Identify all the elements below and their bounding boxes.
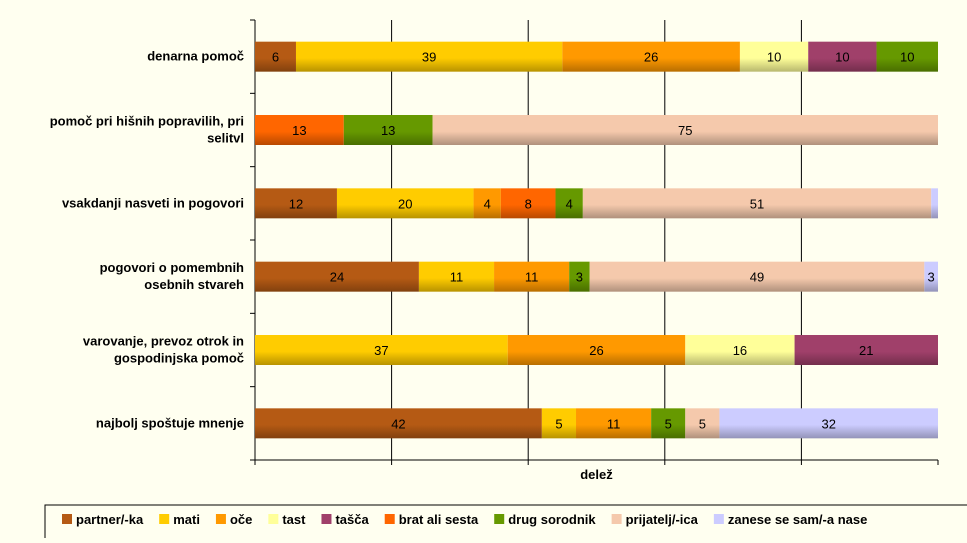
bar-segment xyxy=(576,408,652,439)
data-label: 32 xyxy=(821,416,835,431)
legend-label: zanese se sam/-a nase xyxy=(728,512,867,527)
legend-label: partner/-ka xyxy=(76,512,144,527)
bar-segment xyxy=(582,188,932,219)
bar-segment xyxy=(507,335,686,365)
data-label: 4 xyxy=(566,196,573,211)
bar-segment xyxy=(255,261,419,292)
bar-segment xyxy=(541,408,577,439)
legend-swatch xyxy=(159,514,170,524)
data-label: 39 xyxy=(422,50,436,65)
bar-segment xyxy=(589,261,925,292)
legend-swatch xyxy=(215,514,226,524)
legend-swatch xyxy=(321,514,332,524)
plot-area xyxy=(255,20,938,460)
data-label: 5 xyxy=(699,416,706,431)
data-label: 11 xyxy=(525,270,539,285)
category-label: gospodinjska pomoč xyxy=(114,351,244,366)
bar-segment xyxy=(808,41,877,72)
data-label: 42 xyxy=(391,416,405,431)
legend-swatch xyxy=(384,514,395,524)
data-label: 10 xyxy=(767,50,781,65)
bar-segment xyxy=(876,41,938,72)
legend-label: tašča xyxy=(335,512,369,527)
category-label: najbolj spoštuje mnenje xyxy=(96,415,244,430)
bar-segment xyxy=(651,408,686,439)
data-label: 11 xyxy=(607,416,621,431)
bar-segment xyxy=(685,408,720,439)
data-label: 21 xyxy=(859,343,873,358)
data-label: 75 xyxy=(678,123,692,138)
legend-swatch xyxy=(494,514,505,524)
bar-segment xyxy=(343,115,433,145)
category-label: varovanje, prevoz otrok in xyxy=(83,334,244,349)
bar-segment xyxy=(555,188,583,219)
bar-segment xyxy=(562,41,740,72)
bar-segment xyxy=(295,41,563,72)
bar-segment xyxy=(336,188,474,219)
category-label: selitvl xyxy=(207,131,244,146)
category-label: pogovori o pomembnih xyxy=(100,260,244,275)
data-label: 16 xyxy=(733,343,747,358)
data-label: 20 xyxy=(398,196,412,211)
legend-swatch xyxy=(268,514,279,524)
data-label: 10 xyxy=(900,50,914,65)
bar-segment xyxy=(255,115,344,145)
category-label: denarna pomoč xyxy=(147,49,244,64)
bar-segment xyxy=(500,188,556,219)
x-axis-title: delež xyxy=(580,467,613,482)
legend-box xyxy=(44,504,967,543)
bar-segment xyxy=(719,408,938,439)
bar-segment xyxy=(494,261,570,292)
data-label: 3 xyxy=(576,270,583,285)
legend-label: oče xyxy=(230,512,252,527)
bar-segment xyxy=(924,261,938,292)
data-label: 49 xyxy=(750,270,764,285)
category-label: vsakdanji nasveti in pogovori xyxy=(62,195,244,210)
legend-swatch xyxy=(611,514,622,524)
data-label: 10 xyxy=(835,50,849,65)
bar-segment xyxy=(432,115,938,145)
legend-label: tast xyxy=(282,512,306,527)
bar-segment xyxy=(794,335,938,365)
legend-swatch xyxy=(713,514,724,524)
legend-label: brat ali sesta xyxy=(399,512,479,527)
data-label: 13 xyxy=(381,123,395,138)
legend-label: drug sorodnik xyxy=(508,512,596,527)
data-label: 13 xyxy=(292,123,306,138)
data-label: 3 xyxy=(928,270,935,285)
bar-segment xyxy=(255,41,296,72)
bar-segment xyxy=(255,188,337,219)
category-label: osebnih stvareh xyxy=(144,277,244,292)
bar-segment xyxy=(255,408,542,439)
bar-segment xyxy=(255,335,508,365)
data-label: 24 xyxy=(330,270,344,285)
data-label: 4 xyxy=(484,196,491,211)
bar-segment xyxy=(473,188,501,219)
data-label: 8 xyxy=(525,196,532,211)
bar-segment xyxy=(739,41,809,72)
bar-segment xyxy=(685,335,795,365)
bar-segment xyxy=(569,261,590,292)
data-label: 26 xyxy=(589,343,603,358)
bar-segment xyxy=(418,261,495,292)
bar-segment xyxy=(931,188,938,219)
data-label: 51 xyxy=(750,196,764,211)
data-label: 11 xyxy=(450,270,464,285)
category-label: pomoč pri hišnih popravilih, pri xyxy=(50,114,244,129)
data-label: 26 xyxy=(644,50,658,65)
data-label: 6 xyxy=(272,50,279,65)
data-label: 12 xyxy=(289,196,303,211)
legend-swatch xyxy=(62,514,72,524)
legend-label: mati xyxy=(173,512,200,527)
legend-label: prijatelj/-ica xyxy=(626,512,699,527)
data-label: 37 xyxy=(374,343,388,358)
data-label: 5 xyxy=(665,416,672,431)
data-label: 5 xyxy=(555,416,562,431)
